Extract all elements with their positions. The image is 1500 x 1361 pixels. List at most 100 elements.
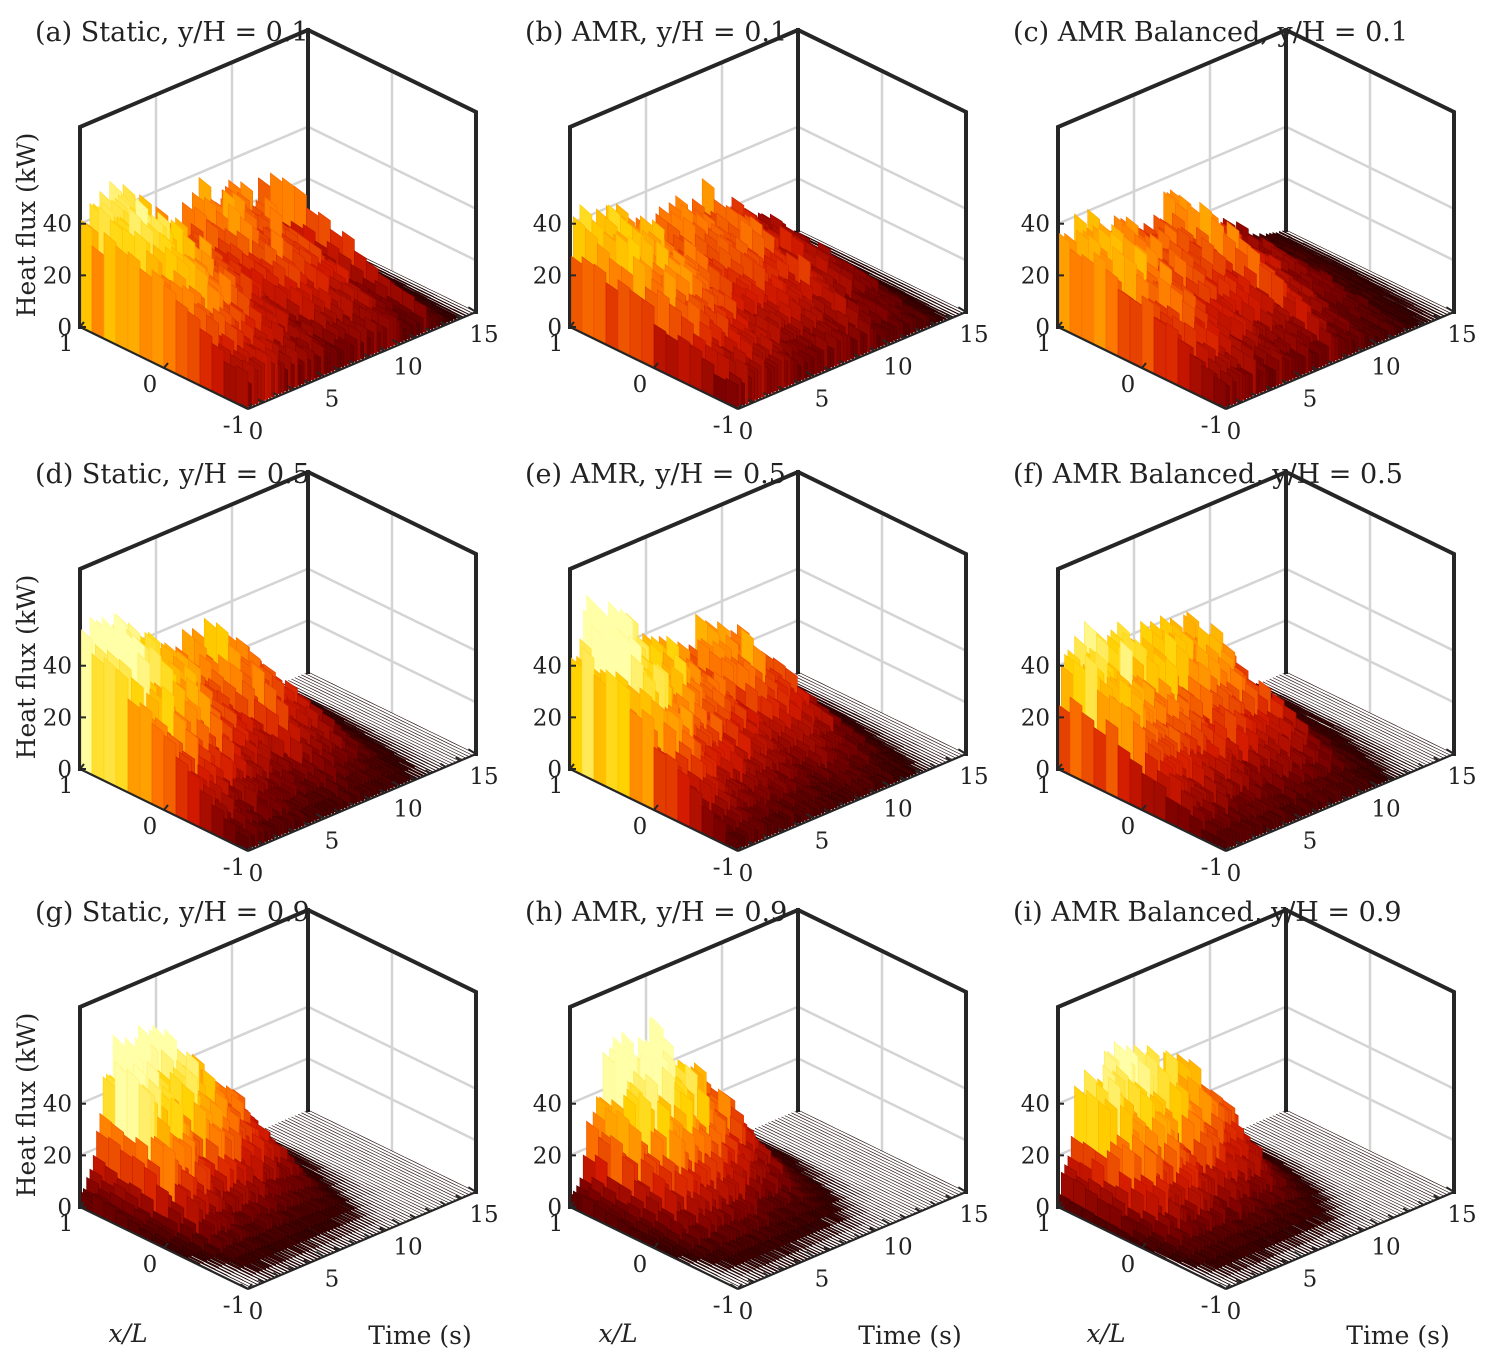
surface-strip xyxy=(304,673,317,680)
z-axis-label: Heat flux (kW) xyxy=(12,575,41,760)
surface-strip xyxy=(343,689,357,696)
surface-strip xyxy=(291,678,304,686)
heat-flux-surface xyxy=(79,172,477,410)
surface-strip xyxy=(593,263,607,346)
surface-strip xyxy=(605,282,619,351)
surface-strip xyxy=(928,747,942,755)
surface-strip xyxy=(893,718,907,725)
surface-strip xyxy=(415,282,429,289)
x-tick-label: 1 xyxy=(549,331,564,357)
surface-strip xyxy=(391,270,405,278)
surface-strip xyxy=(445,744,458,752)
surface-strip xyxy=(375,719,388,727)
surface-strip xyxy=(376,708,389,715)
surface-strip xyxy=(426,741,439,749)
surface-strip xyxy=(424,731,437,739)
surface-strip xyxy=(890,720,903,727)
surface-strip xyxy=(337,692,350,699)
surface-strip xyxy=(823,693,837,700)
x-tick-label: 1 xyxy=(1037,331,1052,357)
surface-strip xyxy=(333,693,347,700)
surface-strip xyxy=(923,738,936,746)
surface-strip xyxy=(357,705,371,712)
surface-strip xyxy=(393,722,407,730)
surface-strip xyxy=(297,675,311,683)
surface-strip xyxy=(308,693,322,700)
surface-strip xyxy=(391,712,405,720)
surface-strip xyxy=(818,684,831,692)
surface-strip xyxy=(905,724,919,731)
surface-strip xyxy=(163,283,177,375)
surface-strip xyxy=(402,730,415,737)
surface-strip xyxy=(877,724,890,733)
surface-strip xyxy=(421,733,434,740)
surface-strip xyxy=(916,741,929,749)
surface-strip xyxy=(361,703,374,711)
surface-strip xyxy=(319,677,333,684)
surface-strip xyxy=(1153,316,1167,381)
surface-strip xyxy=(328,684,341,692)
surface-strip xyxy=(1285,229,1299,237)
surface-strip xyxy=(859,711,873,718)
surface-strip xyxy=(439,294,453,301)
surface-strip xyxy=(947,307,960,316)
surface-strip xyxy=(324,697,337,705)
surface-strip xyxy=(1105,268,1119,357)
surface-strip xyxy=(364,702,377,709)
surface-strip xyxy=(340,690,353,698)
surface-strip xyxy=(1369,270,1383,278)
surface-strip xyxy=(1426,300,1439,308)
surface-strip xyxy=(187,770,201,829)
surface-strip xyxy=(417,734,431,741)
t-tick-label: 5 xyxy=(325,829,340,855)
panel-title: (c) AMR Balanced, y/H = 0.1 xyxy=(1013,17,1408,48)
surface-strip xyxy=(1117,288,1131,363)
surface-strip xyxy=(847,705,861,712)
surface-strip xyxy=(899,727,912,734)
surface-strip xyxy=(904,735,918,743)
surface-strip xyxy=(199,327,213,392)
surface-strip xyxy=(629,289,643,363)
surface-strip xyxy=(440,757,454,765)
t-tick-label: 0 xyxy=(249,861,264,887)
z-tick-label: 20 xyxy=(1021,263,1050,289)
surface-strip xyxy=(851,703,864,711)
surface-strip xyxy=(330,694,343,702)
surface-strip xyxy=(881,270,895,278)
surface-strip xyxy=(889,730,902,739)
surface-strip xyxy=(437,758,450,766)
surface-strip xyxy=(307,671,321,679)
x-tick-label: -1 xyxy=(223,855,245,881)
surface-strip xyxy=(1141,295,1155,375)
surface-strip xyxy=(355,695,369,702)
surface-strip xyxy=(803,680,816,687)
surface-strip xyxy=(1069,248,1083,340)
surface-strip xyxy=(139,267,153,363)
surface-strip xyxy=(344,710,358,718)
surface-strip xyxy=(854,702,867,709)
t-tick xyxy=(439,762,447,768)
t-tick-label: 0 xyxy=(1227,419,1242,445)
surface-strip xyxy=(689,343,703,392)
surface-strip xyxy=(868,718,882,725)
surface-strip xyxy=(127,251,141,357)
surface-strip xyxy=(926,737,939,744)
surface-strip xyxy=(885,732,899,740)
surface-strip xyxy=(320,699,334,706)
surface-strip xyxy=(444,756,457,763)
surface-strip xyxy=(315,690,328,697)
surface-strip xyxy=(869,706,883,714)
surface-strip xyxy=(815,686,828,693)
x-tick-label: 0 xyxy=(143,814,158,840)
surface-strip xyxy=(428,751,442,759)
surface-strip xyxy=(880,723,894,731)
surface-strip xyxy=(875,715,888,722)
surface-strip xyxy=(892,729,906,737)
surface-strip xyxy=(933,755,947,763)
surface-strip xyxy=(385,715,398,722)
surface-strip xyxy=(127,698,141,799)
surface-strip xyxy=(406,749,420,757)
surface-strip xyxy=(342,700,355,708)
